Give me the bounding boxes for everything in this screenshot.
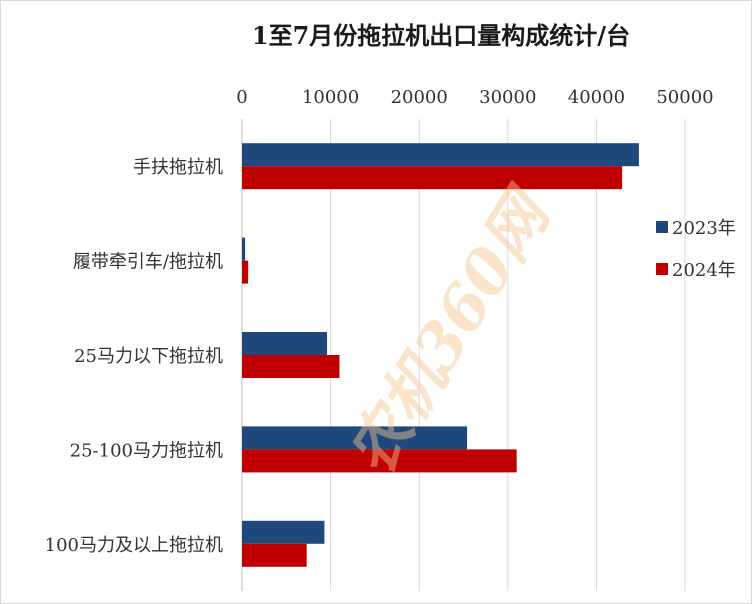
legend: 2023年 2024年 (656, 218, 736, 281)
legend-swatch (656, 263, 668, 275)
category-label: 手扶拖拉机 (133, 157, 223, 178)
bar-series2-cat2 (242, 260, 249, 284)
chart-title: 1至7月份拖拉机出口量构成统计/台 (252, 21, 630, 50)
legend-label: 2024年 (672, 260, 736, 281)
bar-series1-cat3 (242, 332, 328, 355)
x-tick-label: 0 (236, 87, 247, 108)
category-label: 25马力以下拖拉机 (74, 346, 223, 367)
x-tick-label: 20000 (391, 87, 448, 108)
bar-series1-cat5 (242, 520, 325, 544)
x-tick-label: 40000 (568, 87, 625, 108)
bars (242, 143, 639, 567)
bar-series2-cat3 (242, 355, 340, 378)
bar-series2-cat4 (242, 449, 517, 473)
x-tick-label: 10000 (302, 87, 359, 108)
bar-series1-cat4 (242, 426, 468, 450)
category-label: 履带牵引车/拖拉机 (73, 252, 223, 273)
x-axis-tick-labels: 0 10000 20000 30000 40000 50000 (236, 87, 713, 108)
x-tick-label: 50000 (656, 87, 713, 108)
bar-series2-cat1 (242, 166, 623, 190)
bar-series1-cat1 (242, 143, 639, 167)
legend-label: 2023年 (672, 218, 736, 239)
legend-swatch (656, 221, 668, 233)
bar-series2-cat5 (242, 543, 307, 567)
grid-lines (330, 119, 686, 591)
x-tick-label: 30000 (479, 87, 536, 108)
bar-series1-cat2 (242, 237, 246, 261)
category-label: 25-100马力拖拉机 (70, 440, 223, 461)
category-label: 100马力及以上拖拉机 (45, 535, 223, 556)
